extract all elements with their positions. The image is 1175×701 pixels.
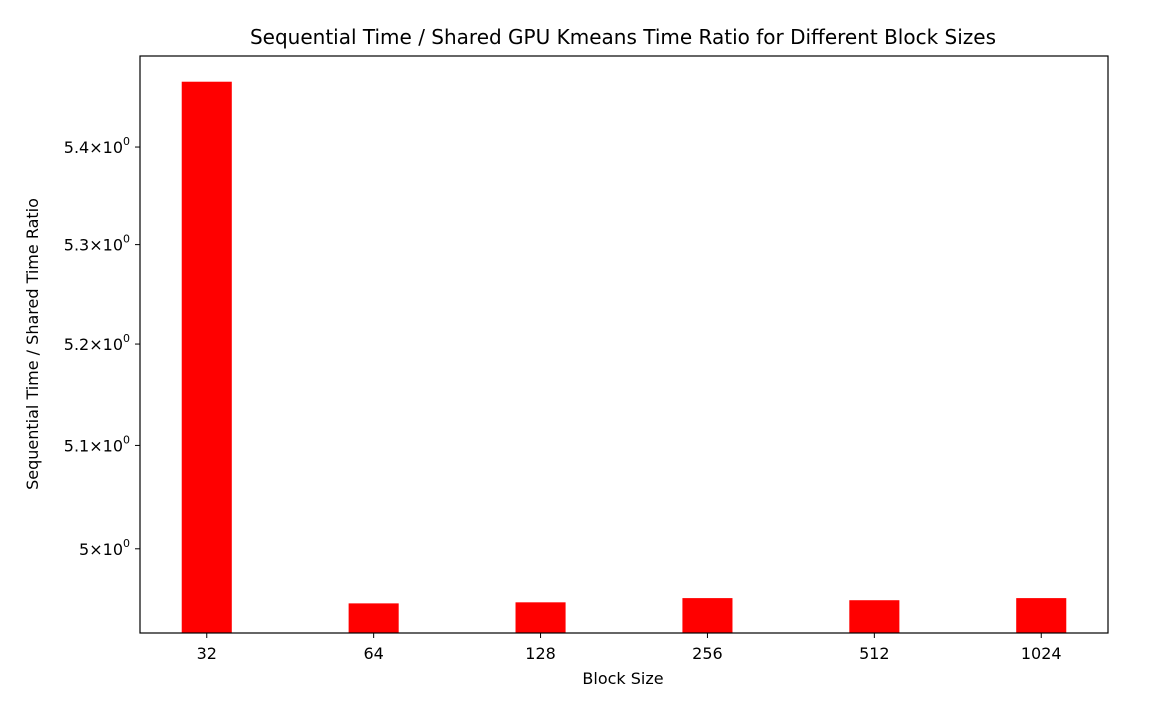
bar-128 bbox=[515, 602, 566, 633]
bar-64 bbox=[348, 603, 399, 633]
x-tick-label: 1024 bbox=[1021, 644, 1062, 663]
x-axis-label: Block Size bbox=[582, 669, 663, 688]
y-tick-label: 5.2×100 bbox=[64, 332, 130, 354]
x-tick-label: 128 bbox=[525, 644, 556, 663]
y-tick-label: 5.4×100 bbox=[64, 135, 130, 157]
x-tick-label: 512 bbox=[859, 644, 890, 663]
bar-32 bbox=[181, 81, 232, 633]
bar-512 bbox=[849, 600, 900, 633]
y-tick-label: 5.3×100 bbox=[64, 233, 130, 255]
x-tick-label: 64 bbox=[363, 644, 383, 663]
x-tick-label: 256 bbox=[692, 644, 723, 663]
bar-1024 bbox=[1016, 598, 1067, 633]
y-axis-label: Sequential Time / Shared Time Ratio bbox=[23, 198, 42, 490]
y-axis-ticks: 5×100 5.1×100 5.2×100 5.3×100 5.4×100 bbox=[64, 135, 140, 559]
plot-frame bbox=[139, 55, 1109, 634]
y-tick-label: 5.1×100 bbox=[64, 433, 130, 455]
chart-title: Sequential Time / Shared GPU Kmeans Time… bbox=[250, 25, 996, 49]
bars-group bbox=[181, 81, 1067, 633]
y-tick-label: 5×100 bbox=[79, 537, 130, 559]
bar-256 bbox=[682, 598, 733, 633]
x-axis-ticks: 32 64 128 256 512 1024 bbox=[197, 633, 1062, 663]
x-tick-label: 32 bbox=[197, 644, 217, 663]
